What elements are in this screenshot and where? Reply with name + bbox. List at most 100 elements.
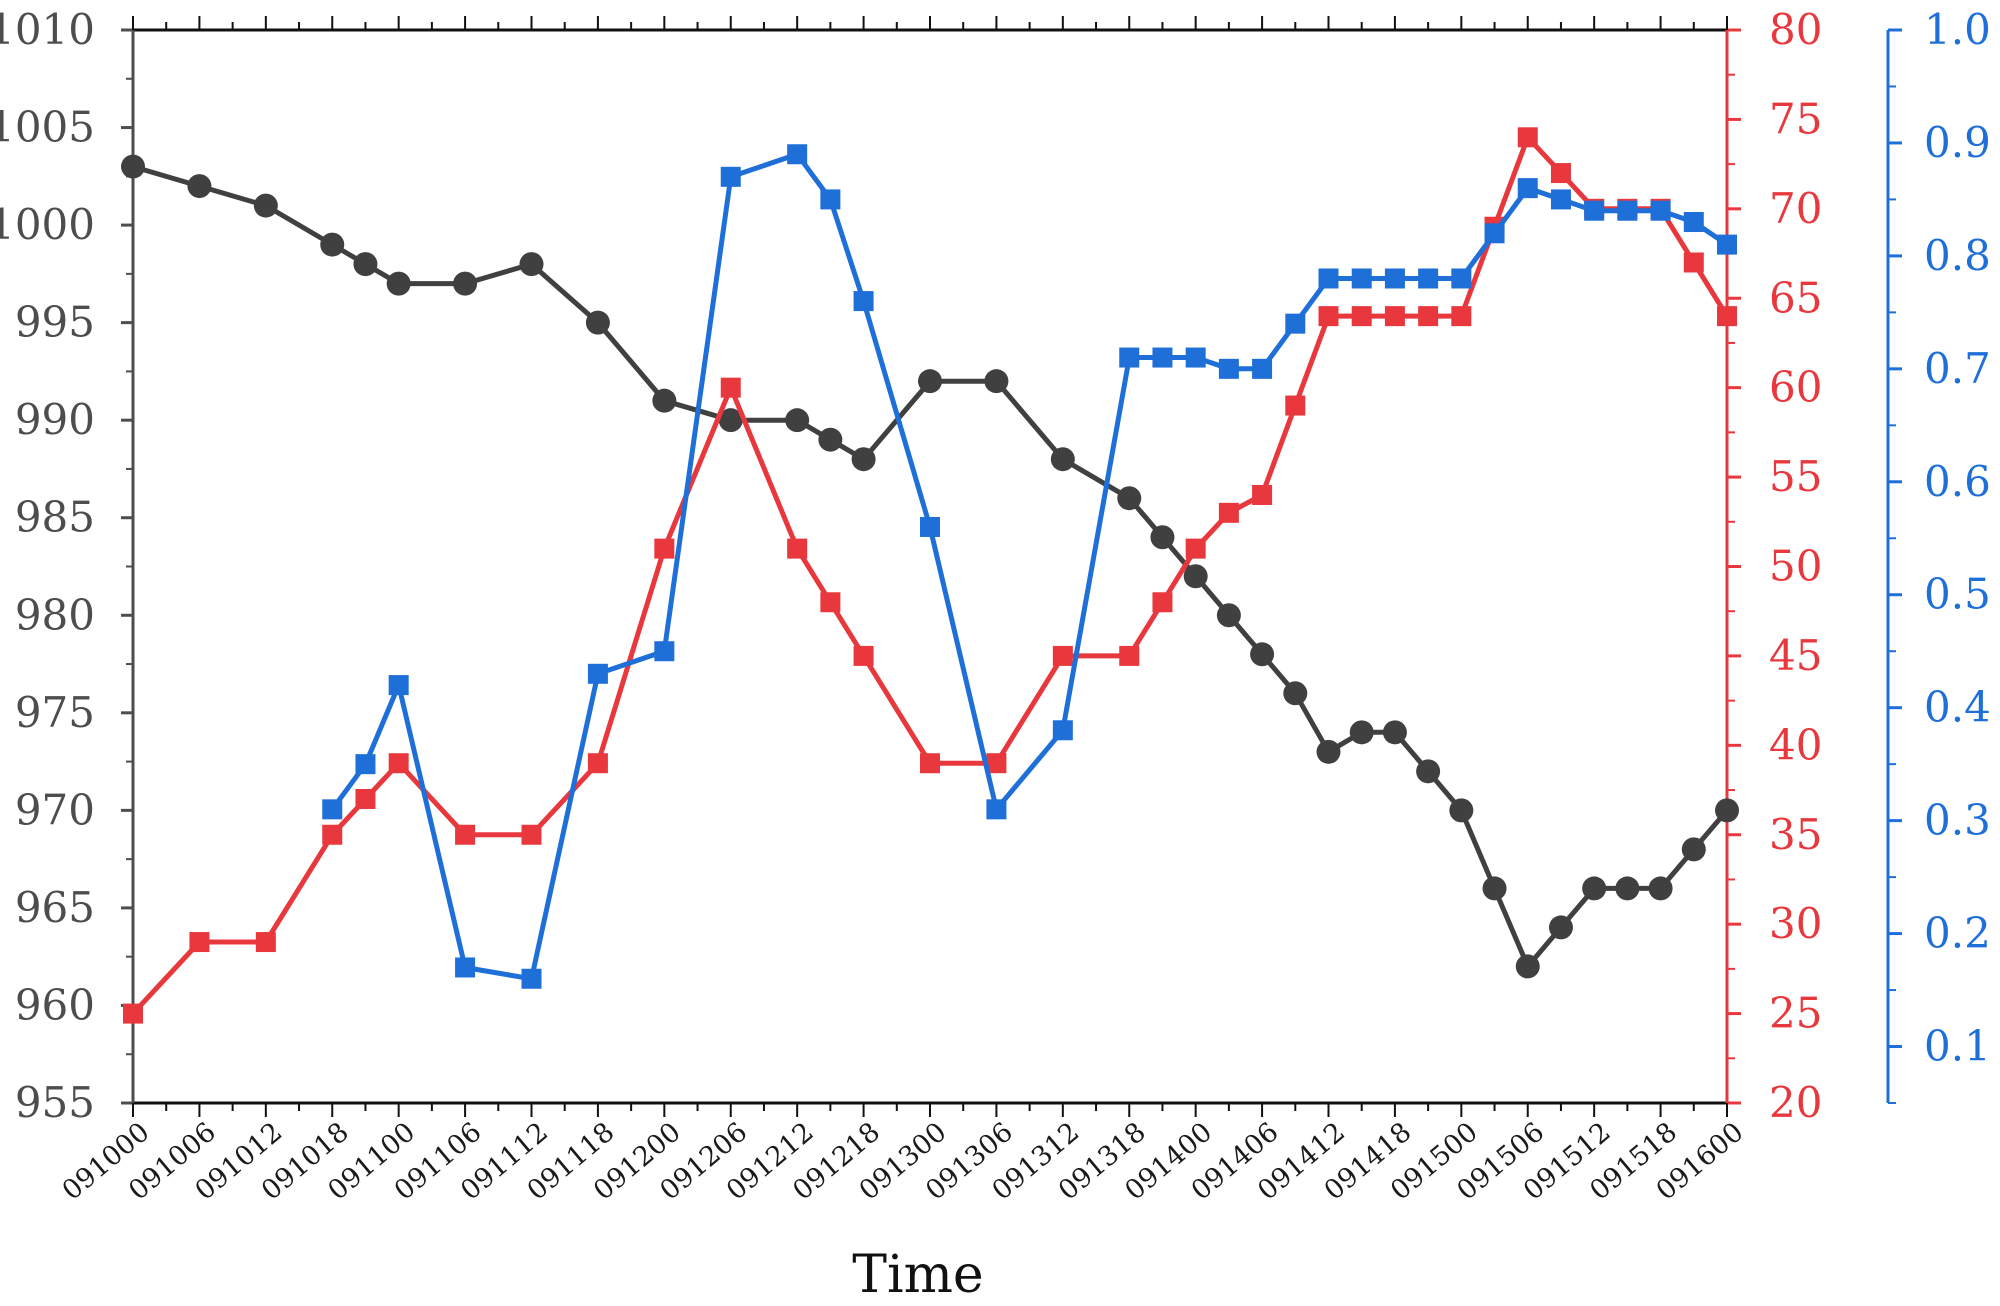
data-point <box>1715 798 1739 823</box>
left-tick-label: 965 <box>15 883 95 932</box>
data-point <box>920 753 940 774</box>
data-point <box>1351 306 1372 327</box>
right-red-tick-label: 30 <box>1769 899 1822 948</box>
data-point <box>1218 502 1239 523</box>
left-tick-label: 975 <box>15 688 95 737</box>
data-point <box>1052 720 1073 741</box>
right-blue-tick-label: 0.9 <box>1924 118 1991 167</box>
data-point <box>1252 484 1273 505</box>
data-point <box>585 310 610 335</box>
data-point <box>1152 592 1173 613</box>
right-red-tick-label: 45 <box>1769 631 1822 680</box>
data-point <box>1285 313 1306 334</box>
data-point <box>1316 739 1341 764</box>
right-red-tick-label: 65 <box>1769 273 1822 322</box>
data-point <box>1418 306 1439 327</box>
data-point <box>322 799 343 820</box>
data-point <box>851 447 876 472</box>
series-line <box>132 164 1729 969</box>
right-blue-tick-label: 0.2 <box>1924 909 1991 958</box>
data-point <box>718 408 743 433</box>
right-red-tick-label: 50 <box>1769 542 1822 591</box>
data-point <box>1451 306 1472 327</box>
data-point <box>1484 223 1505 244</box>
data-point <box>1683 252 1704 273</box>
data-point <box>455 824 476 845</box>
right-blue-tick-label: 1.0 <box>1924 5 1991 54</box>
data-point <box>455 957 476 978</box>
data-point <box>587 663 608 684</box>
data-point <box>1052 645 1073 666</box>
data-point <box>1283 681 1308 706</box>
right-blue-tick-label: 0.8 <box>1924 231 1991 280</box>
x-axis: 0910000910060910120910180911000911060911… <box>57 16 1749 1207</box>
data-point <box>1648 876 1673 901</box>
data-point <box>820 189 841 210</box>
left-tick-label: 995 <box>15 298 95 347</box>
data-point <box>1183 564 1208 589</box>
data-point <box>355 754 376 775</box>
data-point <box>1285 395 1306 416</box>
right-red-tick-label: 20 <box>1769 1078 1822 1127</box>
data-point <box>1617 200 1638 221</box>
right-red-tick-label: 70 <box>1769 184 1822 233</box>
data-point <box>1119 645 1140 666</box>
data-point <box>1449 798 1474 823</box>
series-layer <box>121 127 1739 1024</box>
data-point <box>1150 525 1175 550</box>
data-point <box>187 174 212 199</box>
data-point <box>986 753 1007 774</box>
data-point <box>1615 876 1640 901</box>
data-point <box>1717 234 1737 255</box>
data-point <box>654 641 675 662</box>
data-point <box>388 675 409 696</box>
left-tick-label: 980 <box>15 590 95 639</box>
data-point <box>587 753 608 774</box>
data-point <box>1349 720 1374 745</box>
data-point <box>984 369 1009 394</box>
right-red-tick-label: 55 <box>1769 452 1822 501</box>
data-point <box>322 824 343 845</box>
right-red-tick-label: 35 <box>1769 810 1822 859</box>
right-y-axis-blue: 0.1 0.2 0.3 0.4 0.5 0.6 0.7 0.8 0.9 1.0 <box>1886 5 1991 1104</box>
data-point <box>1218 358 1239 379</box>
right-blue-tick-label: 0.1 <box>1924 1022 1991 1071</box>
data-point <box>1216 603 1241 628</box>
series-line <box>330 151 1729 982</box>
series-3 <box>322 144 1737 989</box>
data-point <box>920 516 940 537</box>
data-point <box>785 408 810 433</box>
left-y-axis: 955 960 965 970 975 980 985 990 995 1000 1005 1010 <box>0 5 135 1127</box>
left-tick-label: 1005 <box>0 103 95 152</box>
data-point <box>521 824 542 845</box>
data-point <box>853 291 874 312</box>
left-tick-label: 970 <box>15 785 95 834</box>
data-point <box>787 538 808 559</box>
right-blue-tick-label: 0.6 <box>1924 457 1991 506</box>
data-point <box>1318 306 1339 327</box>
data-point <box>355 788 376 809</box>
data-point <box>1117 486 1142 511</box>
data-point <box>1517 127 1538 148</box>
right-y-axis-red: 20 25 30 35 40 45 50 55 60 65 70 75 80 <box>1725 5 1822 1127</box>
data-point <box>388 753 409 774</box>
data-point <box>720 377 741 398</box>
left-tick-label: 1010 <box>0 5 95 54</box>
data-point <box>189 932 210 953</box>
data-point <box>787 144 808 165</box>
data-point <box>918 369 942 394</box>
data-point <box>386 271 411 296</box>
data-point <box>1582 876 1607 901</box>
data-point <box>1650 200 1671 221</box>
data-point <box>1548 915 1573 940</box>
left-tick-label: 990 <box>15 395 95 444</box>
data-point <box>820 592 841 613</box>
data-point <box>1517 178 1538 199</box>
right-red-tick-label: 75 <box>1769 94 1822 143</box>
right-blue-tick-label: 0.4 <box>1924 683 1991 732</box>
right-blue-tick-label: 0.5 <box>1924 570 1991 619</box>
data-point <box>1185 538 1206 559</box>
data-point <box>1252 358 1273 379</box>
series-1 <box>121 154 1739 979</box>
data-point <box>253 193 278 218</box>
